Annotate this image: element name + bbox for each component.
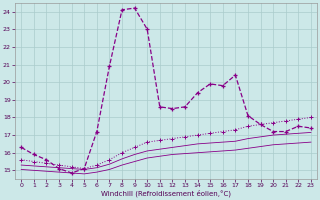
X-axis label: Windchill (Refroidissement éolien,°C): Windchill (Refroidissement éolien,°C) xyxy=(101,190,231,197)
